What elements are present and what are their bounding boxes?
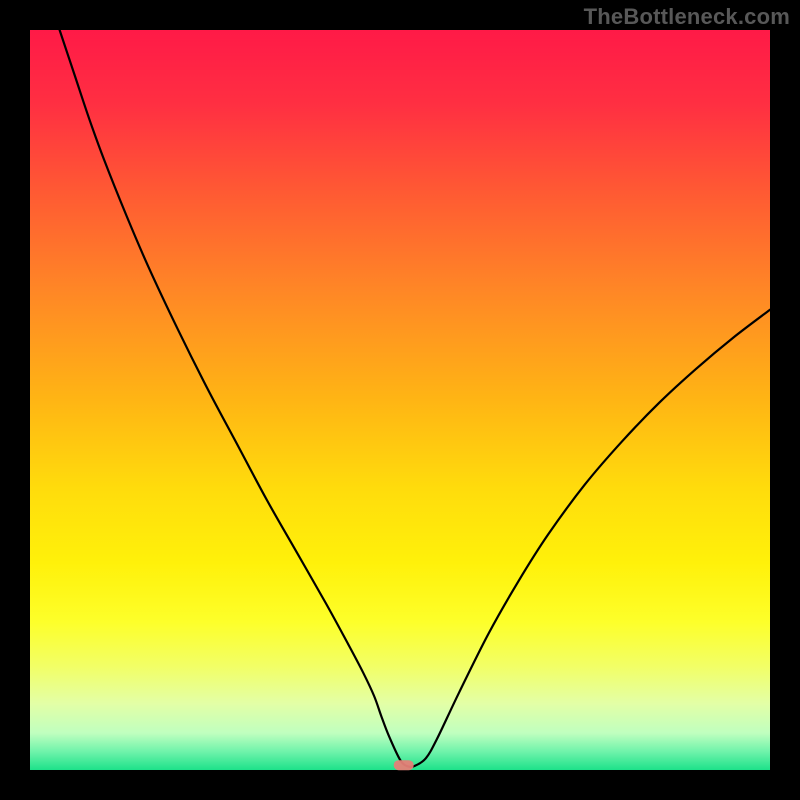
optimal-point-marker: [394, 760, 414, 770]
plot-background: [30, 30, 770, 770]
watermark-text: TheBottleneck.com: [584, 4, 790, 30]
chart-frame: TheBottleneck.com: [0, 0, 800, 800]
bottleneck-chart: [0, 0, 800, 800]
